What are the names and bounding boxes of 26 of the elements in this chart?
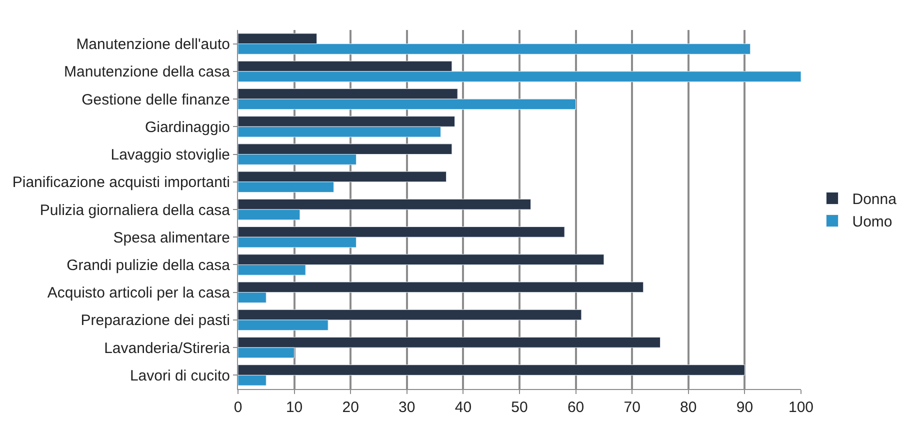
- x-tick-label: 0: [234, 399, 242, 416]
- x-tick-label: 60: [567, 399, 584, 416]
- x-tick-label: 90: [736, 399, 754, 416]
- x-tick-label: 40: [454, 399, 472, 416]
- x-tick-label: 100: [788, 399, 814, 416]
- x-tick-label: 50: [511, 399, 528, 416]
- y-tick-label: Manutenzione della casa: [64, 64, 231, 81]
- y-tick-label: Lavori di cucito: [130, 367, 230, 384]
- y-tick-label: Lavanderia/Stireria: [104, 340, 231, 357]
- legend-label: Donna: [852, 191, 898, 208]
- x-tick-label: 70: [624, 399, 640, 416]
- y-tick-label: Gestione delle finanze: [82, 91, 230, 108]
- y-tick-label: Lavaggio stoviglie: [110, 146, 230, 164]
- y-tick-label: Grandi pulizie della casa: [66, 256, 231, 274]
- y-tick-label: Manutenzione dell'auto: [76, 36, 230, 54]
- x-tick-label: 20: [342, 399, 359, 416]
- y-tick-label: Pulizia giornaliera della casa: [40, 202, 231, 219]
- y-tick-label: Giardinaggio: [144, 118, 230, 136]
- x-tick-label: 10: [286, 399, 303, 416]
- y-tick-label: Pianificazione acquisti importanti: [12, 174, 230, 192]
- y-tick-label: Spesa alimentare: [113, 229, 230, 246]
- x-tick-label: 30: [398, 399, 416, 416]
- y-tick-label: Preparazione dei pasti: [80, 312, 230, 330]
- legend-label: Uomo: [852, 214, 892, 231]
- x-tick-label: 80: [680, 399, 697, 416]
- y-tick-label: Acquisto articoli per la casa: [47, 284, 231, 302]
